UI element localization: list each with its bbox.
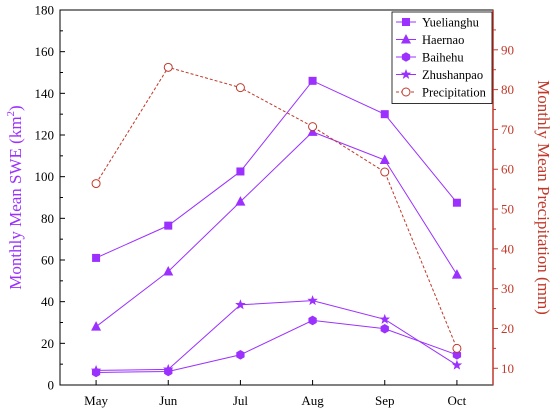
- marker-triangle: [379, 154, 390, 164]
- right-axis-ticks: 10 20 30 40 50 60 70 80 90: [492, 10, 514, 385]
- legend-label: Precipitation: [422, 86, 487, 100]
- legend-item: Yuelianghu: [396, 16, 480, 30]
- series-line: [95, 80, 458, 259]
- marker-star: [307, 295, 318, 306]
- legend-label: Zhushanpao: [422, 68, 483, 82]
- legend-item: Haernao: [396, 33, 464, 47]
- left-tick-label: 80: [41, 211, 54, 226]
- series-line: [96, 300, 458, 371]
- right-tick-label: 50: [501, 202, 514, 217]
- left-tick-label: 60: [41, 253, 54, 268]
- left-tick-label: 100: [35, 169, 55, 184]
- series-line: [96, 319, 458, 373]
- marker-square: [92, 253, 101, 262]
- series-yuelianghu: [92, 76, 461, 262]
- left-tick-label: 40: [41, 294, 54, 309]
- left-tick-label: 120: [35, 128, 55, 143]
- legend-item: Precipitation: [396, 86, 487, 100]
- legend-item: Zhushanpao: [396, 68, 483, 82]
- marker-circle: [380, 167, 390, 177]
- marker-square: [308, 76, 317, 85]
- x-tick-label: Oct: [448, 393, 467, 408]
- right-tick-label: 90: [501, 42, 514, 57]
- marker-circle: [91, 179, 101, 189]
- series-precipitation: [91, 62, 462, 353]
- marker-triangle: [235, 196, 246, 206]
- series-line: [95, 131, 458, 328]
- left-tick-label: 160: [35, 44, 55, 59]
- series-zhushanpao: [90, 295, 463, 375]
- marker-circle: [235, 83, 245, 93]
- right-tick-label: 30: [501, 281, 514, 296]
- marker-triangle: [401, 34, 411, 44]
- marker-hexagon: [380, 323, 389, 334]
- x-tick-label: Sep: [375, 393, 395, 408]
- marker-hexagon: [236, 349, 245, 360]
- legend-item: Baihehu: [396, 51, 464, 65]
- right-tick-label: 70: [501, 122, 514, 137]
- marker-square: [380, 110, 389, 119]
- right-tick-label: 20: [501, 321, 514, 336]
- y-axis-left-label-superscript: 2: [5, 111, 17, 117]
- marker-circle: [308, 122, 318, 132]
- marker-triangle: [91, 321, 102, 331]
- marker-square: [452, 198, 461, 207]
- series-haernao: [91, 126, 462, 331]
- marker-square: [164, 221, 173, 230]
- y-axis-left-label-text: Monthly Mean SWE (km: [6, 116, 25, 289]
- marker-star: [90, 364, 102, 375]
- marker-star: [235, 299, 246, 310]
- marker-star: [400, 69, 412, 79]
- x-tick-label: Aug: [301, 393, 324, 408]
- marker-square: [236, 167, 245, 176]
- y-axis-right-label: Monthly Mean Precipitation (mm): [534, 80, 550, 315]
- y-axis-left-label-close: ): [6, 105, 25, 111]
- marker-hexagon: [452, 349, 462, 360]
- marker-triangle: [163, 265, 174, 276]
- marker-circle: [452, 343, 462, 353]
- x-tick-label: Jul: [233, 393, 249, 408]
- y-axis-left-label: Monthly Mean SWE (km2): [5, 105, 25, 289]
- marker-hexagon: [401, 52, 411, 62]
- marker-square: [402, 18, 410, 26]
- marker-circle: [401, 87, 411, 97]
- left-tick-label: 140: [35, 86, 55, 101]
- x-tick-label: May: [84, 393, 108, 408]
- marker-hexagon: [308, 315, 317, 326]
- right-tick-label: 10: [501, 361, 514, 376]
- marker-circle: [163, 62, 173, 72]
- right-tick-label: 40: [501, 241, 514, 256]
- right-tick-label: 60: [501, 162, 514, 177]
- legend: Yuelianghu Haernao Baihehu Zhushanpao Precip…: [391, 11, 493, 104]
- legend-label: Haernao: [422, 33, 464, 47]
- series-line: [95, 66, 458, 349]
- left-tick-label: 0: [48, 378, 55, 393]
- marker-star: [379, 313, 390, 324]
- left-tick-label: 180: [35, 3, 55, 18]
- left-axis-ticks: 0 20 40 60 80 100 120 140 160 180: [35, 3, 65, 393]
- series-baihehu: [91, 315, 462, 378]
- legend-label: Baihehu: [422, 51, 464, 65]
- marker-star: [451, 359, 463, 370]
- left-tick-label: 20: [41, 336, 54, 351]
- legend-label: Yuelianghu: [422, 16, 480, 30]
- right-tick-label: 80: [501, 82, 514, 97]
- series-layer: [90, 62, 463, 378]
- x-tick-label: Jun: [159, 393, 178, 408]
- marker-star: [163, 363, 174, 374]
- marker-triangle: [451, 269, 462, 279]
- x-axis-ticks: May Jun Jul Aug Sep Oct: [84, 380, 467, 408]
